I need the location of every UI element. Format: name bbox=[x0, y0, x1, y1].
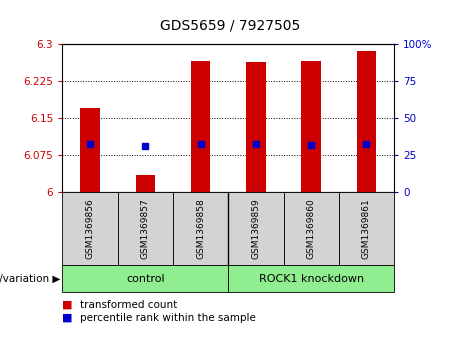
Bar bbox=[173, 192, 228, 265]
Text: GSM1369858: GSM1369858 bbox=[196, 198, 205, 259]
Bar bbox=[301, 61, 321, 192]
Bar bbox=[357, 51, 376, 192]
Bar bbox=[62, 265, 228, 292]
Text: ■: ■ bbox=[62, 313, 73, 323]
Text: genotype/variation ▶: genotype/variation ▶ bbox=[0, 274, 60, 284]
Bar bbox=[136, 175, 155, 192]
Bar bbox=[284, 192, 339, 265]
Bar bbox=[246, 62, 266, 192]
Bar bbox=[118, 192, 173, 265]
Bar bbox=[191, 61, 210, 192]
Bar bbox=[339, 192, 394, 265]
Text: control: control bbox=[126, 274, 165, 284]
Text: GDS5659 / 7927505: GDS5659 / 7927505 bbox=[160, 18, 301, 32]
Bar bbox=[228, 192, 284, 265]
Text: GSM1369860: GSM1369860 bbox=[307, 198, 316, 259]
Text: ROCK1 knockdown: ROCK1 knockdown bbox=[259, 274, 364, 284]
Text: ■: ■ bbox=[62, 300, 73, 310]
Text: GSM1369859: GSM1369859 bbox=[251, 198, 260, 259]
Bar bbox=[228, 265, 394, 292]
Text: percentile rank within the sample: percentile rank within the sample bbox=[80, 313, 256, 323]
Text: transformed count: transformed count bbox=[80, 300, 177, 310]
Text: GSM1369856: GSM1369856 bbox=[85, 198, 95, 259]
Bar bbox=[62, 192, 118, 265]
Bar bbox=[80, 108, 100, 192]
Text: GSM1369861: GSM1369861 bbox=[362, 198, 371, 259]
Text: GSM1369857: GSM1369857 bbox=[141, 198, 150, 259]
